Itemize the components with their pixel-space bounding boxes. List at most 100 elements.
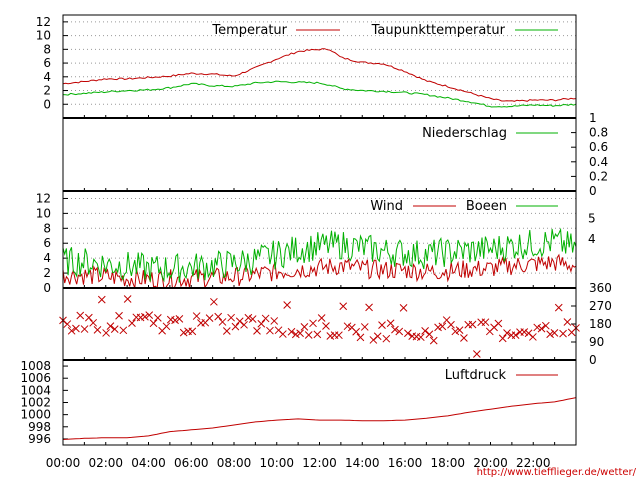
direction-marker — [537, 324, 546, 333]
direction-marker — [472, 350, 481, 358]
x-tick-label: 06:00 — [174, 456, 209, 470]
direction-marker — [541, 321, 550, 330]
direction-marker — [304, 331, 313, 339]
series-line-boeen — [62, 227, 577, 283]
direction-marker — [214, 312, 223, 321]
direction-marker — [244, 313, 253, 322]
y-tick-label: 8 — [43, 221, 51, 235]
direction-marker — [248, 315, 257, 323]
direction-marker — [438, 322, 447, 331]
direction-marker — [455, 326, 464, 335]
direction-marker — [205, 314, 214, 322]
direction-marker — [80, 325, 89, 333]
direction-marker — [498, 334, 507, 343]
y-tick-label: 90 — [589, 335, 604, 349]
x-tick-label: 02:00 — [88, 456, 123, 470]
direction-marker — [529, 333, 537, 341]
direction-marker — [468, 320, 477, 329]
direction-marker — [270, 317, 279, 325]
direction-marker — [63, 320, 72, 328]
y-tick-label: 1 — [589, 111, 597, 125]
direction-marker — [261, 314, 270, 323]
direction-marker — [365, 303, 373, 312]
y-tick-label: 4 — [43, 251, 51, 265]
direction-marker — [171, 316, 179, 325]
direction-marker — [520, 328, 529, 336]
y-tick-label: 0 — [43, 281, 51, 295]
direction-marker — [356, 333, 365, 342]
direction-marker — [546, 330, 554, 339]
y-tick-label: 0 — [589, 353, 597, 367]
y-tick-label: 1004 — [20, 383, 51, 397]
direction-marker — [93, 325, 102, 334]
y-tick-label: 0 — [589, 184, 597, 198]
x-tick-label: 12:00 — [302, 456, 337, 470]
y-tick-label: 1008 — [20, 359, 51, 373]
direction-marker — [218, 318, 227, 326]
direction-marker — [123, 295, 132, 303]
series-line-wind — [62, 253, 577, 290]
y-tick-label: 1000 — [20, 408, 51, 422]
direction-marker — [141, 312, 149, 321]
y-tick-label: 360 — [589, 281, 612, 295]
direction-marker — [503, 329, 511, 337]
y-tick-label: 6 — [43, 56, 51, 70]
direction-marker — [291, 330, 300, 339]
direction-marker — [102, 329, 110, 337]
x-tick-label: 20:00 — [473, 456, 508, 470]
direction-marker — [227, 313, 235, 322]
x-tick-label: 16:00 — [388, 456, 423, 470]
direction-marker — [253, 327, 261, 335]
direction-marker — [149, 319, 158, 328]
y-tick-label: 2 — [43, 84, 51, 98]
y-tick-label: 180 — [589, 317, 612, 331]
y-tick-label: 4 — [43, 70, 51, 84]
direction-marker — [85, 313, 93, 322]
credit-url: http://www.tiefflieger.de/wetter/ — [477, 467, 637, 478]
direction-marker — [279, 330, 287, 338]
x-tick-label: 18:00 — [430, 456, 465, 470]
direction-marker — [317, 314, 326, 322]
y-tick-label: 0.6 — [589, 140, 608, 154]
x-tick-label: 10:00 — [259, 456, 294, 470]
direction-marker — [192, 312, 201, 320]
direction-marker — [115, 311, 123, 320]
y-tick-label: 12 — [36, 191, 51, 205]
y-tick-label: 6 — [43, 236, 51, 250]
direction-marker — [429, 336, 438, 345]
direction-marker — [309, 319, 317, 328]
direction-marker — [451, 327, 460, 336]
direction-marker — [257, 319, 266, 328]
direction-marker — [563, 318, 572, 326]
y-right-tick-label: 5 — [588, 212, 596, 226]
direction-marker — [395, 327, 404, 336]
direction-marker — [235, 317, 244, 326]
direction-marker — [300, 323, 309, 331]
direction-marker — [494, 319, 503, 328]
y-tick-label: 0.2 — [589, 169, 608, 183]
direction-marker — [72, 324, 80, 333]
direction-marker — [76, 311, 85, 320]
direction-marker — [447, 320, 455, 329]
x-tick-label: 00:00 — [46, 456, 81, 470]
x-tick-label: 08:00 — [217, 456, 252, 470]
direction-marker — [559, 329, 567, 338]
y-tick-label: 998 — [28, 420, 51, 434]
direction-marker — [378, 321, 386, 329]
direction-marker — [511, 331, 520, 340]
direction-marker — [89, 318, 98, 327]
direction-marker — [222, 327, 231, 335]
y-tick-label: 0.4 — [589, 155, 608, 169]
direction-marker — [313, 330, 322, 339]
legend-label: Wind — [370, 199, 403, 214]
y-tick-label: 1006 — [20, 371, 51, 385]
direction-marker — [382, 334, 391, 343]
direction-marker — [119, 326, 128, 335]
direction-marker — [399, 304, 408, 312]
direction-marker — [188, 327, 197, 336]
direction-marker — [386, 319, 395, 328]
direction-marker — [481, 318, 490, 327]
